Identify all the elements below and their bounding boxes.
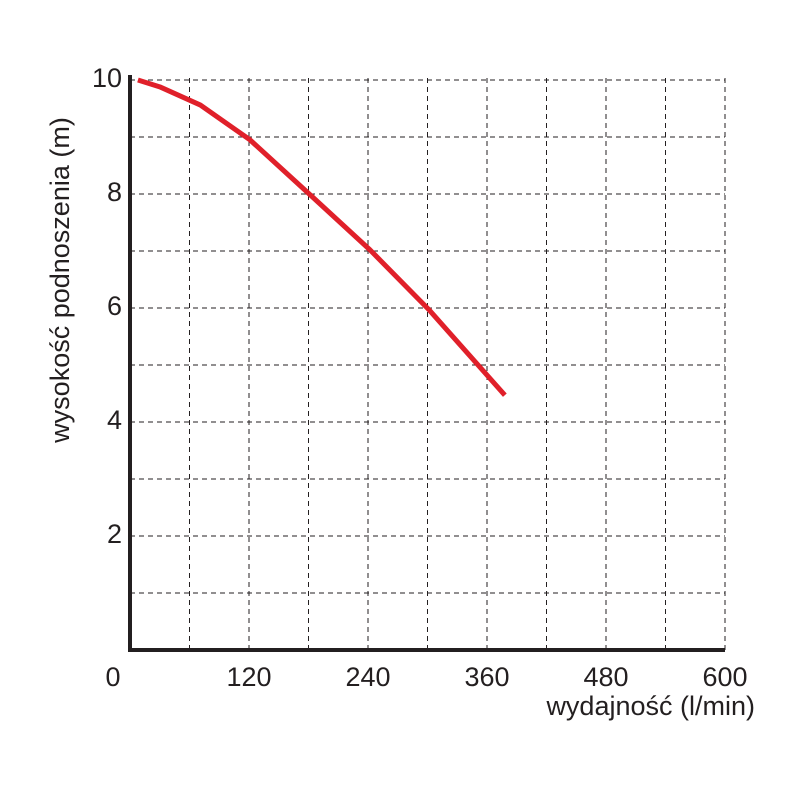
y-tick-label: 8: [107, 177, 122, 207]
x-tick-label: 0: [105, 662, 120, 692]
y-tick-label: 6: [107, 291, 122, 321]
y-tick-label: 10: [92, 63, 122, 93]
y-tick-label: 2: [107, 519, 122, 549]
x-tick-label: 600: [702, 662, 747, 692]
x-tick-label: 120: [226, 662, 271, 692]
x-tick-label: 360: [464, 662, 509, 692]
x-tick-label: 240: [345, 662, 390, 692]
x-tick-label: 480: [583, 662, 628, 692]
y-tick-label: 4: [107, 405, 122, 435]
data-line: [137, 77, 507, 397]
y-axis-title: wysokość podnoszenia (m): [45, 117, 75, 444]
x-axis-title: wydajność (l/min): [545, 691, 755, 721]
